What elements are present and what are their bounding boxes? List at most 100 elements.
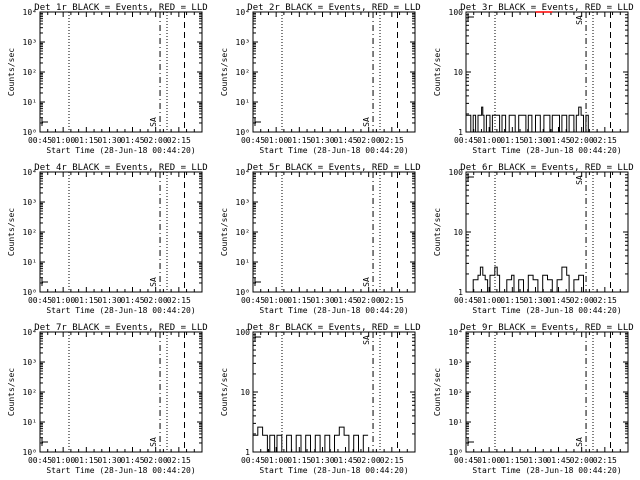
x-tick-label: 01:00 [264, 296, 288, 305]
x-tick-label: 01:30 [97, 456, 121, 465]
x-tick-label: 01:00 [477, 136, 501, 145]
y-tick-label: 10² [23, 68, 37, 77]
y-tick-label: 1 [245, 448, 250, 457]
y-tick-label: 10¹ [23, 258, 37, 267]
y-tick-label: 1 [458, 128, 463, 137]
x-tick-label: 01:45 [333, 456, 357, 465]
x-axis-label: Start Time (28-Jun-18 00:44:20) [472, 306, 621, 315]
panel-det-6: Det 6r BLACK = Events, RED = LLD 1 10 100 Co… [433, 163, 634, 315]
y-tick-label: 10⁴ [23, 8, 37, 17]
x-tick-label: 00:45 [28, 136, 52, 145]
saa-marker-label: SA [575, 175, 584, 185]
saa-marker-label: SA [575, 437, 584, 447]
x-tick-label: 01:00 [477, 456, 501, 465]
x-tick-label: 01:45 [120, 296, 144, 305]
saa-marker-label: SA [149, 117, 158, 127]
y-axis-label: Counts/sec [220, 368, 229, 416]
y-tick-label: 10 [240, 388, 250, 397]
x-tick-label: 01:30 [97, 296, 121, 305]
y-tick-label: 10⁰ [23, 288, 37, 297]
x-tick-label: 02:15 [593, 136, 617, 145]
y-tick-label: 10³ [236, 38, 250, 47]
saa-marker-label: SA [362, 117, 371, 127]
y-tick-label: 10⁰ [23, 448, 37, 457]
panel-title: Det 8r BLACK = Events, RED = LLD [247, 323, 420, 333]
data-series-0 [253, 426, 369, 453]
y-axis-label: Counts/sec [433, 368, 442, 416]
y-tick-label: 10⁴ [236, 8, 250, 17]
y-tick-label: 10 [453, 68, 463, 77]
x-tick-label: 01:15 [500, 296, 524, 305]
x-tick-label: 02:00 [357, 296, 381, 305]
x-tick-label: 01:00 [51, 456, 75, 465]
x-tick-label: 01:15 [74, 296, 98, 305]
y-tick-label: 10⁴ [23, 168, 37, 177]
plot-frame [39, 171, 203, 293]
y-tick-label: 10¹ [23, 98, 37, 107]
x-tick-label: 02:00 [570, 456, 594, 465]
x-tick-label: 02:15 [380, 136, 404, 145]
x-tick-label: 01:45 [546, 456, 570, 465]
x-tick-label: 02:15 [167, 296, 191, 305]
x-tick-label: 00:45 [454, 456, 478, 465]
y-tick-label: 10² [236, 68, 250, 77]
saa-marker-label: SA [362, 335, 371, 345]
y-tick-label: 10 [453, 228, 463, 237]
panel-det-5: Det 5r BLACK = Events, RED = LLD 10⁰ 10¹ 10… [220, 163, 421, 315]
x-tick-label: 01:30 [523, 296, 547, 305]
x-tick-label: 01:30 [310, 296, 334, 305]
panel-det-9: Det 9r BLACK = Events, RED = LLD 10⁰ 10¹ 10… [433, 323, 634, 475]
x-tick-label: 00:45 [241, 296, 265, 305]
saa-marker-label: SA [575, 15, 584, 25]
y-tick-label: 10² [23, 228, 37, 237]
y-tick-label: 100 [449, 8, 464, 17]
x-tick-label: 01:00 [264, 136, 288, 145]
y-tick-label: 10³ [23, 358, 37, 367]
plot-frame [252, 11, 416, 133]
x-tick-label: 00:45 [454, 136, 478, 145]
x-tick-label: 01:15 [287, 296, 311, 305]
saa-marker-label: SA [149, 277, 158, 287]
y-tick-label: 10¹ [449, 418, 463, 427]
x-tick-label: 02:00 [144, 296, 168, 305]
x-tick-label: 01:00 [477, 296, 501, 305]
panel-title: Det 2r BLACK = Events, RED = LLD [247, 3, 420, 13]
y-tick-label: 10³ [236, 198, 250, 207]
x-tick-label: 00:45 [241, 136, 265, 145]
x-tick-label: 02:15 [380, 296, 404, 305]
y-axis-label: Counts/sec [7, 208, 16, 256]
x-tick-label: 02:00 [357, 456, 381, 465]
y-axis-label: Counts/sec [220, 208, 229, 256]
x-tick-label: 02:15 [380, 456, 404, 465]
x-axis-label: Start Time (28-Jun-18 00:44:20) [259, 306, 408, 315]
panel-det-8: Det 8r BLACK = Events, RED = LLD 1 10 100 Co… [220, 323, 421, 475]
x-tick-label: 00:45 [454, 296, 478, 305]
y-tick-label: 10¹ [23, 418, 37, 427]
y-tick-label: 10⁴ [236, 168, 250, 177]
x-tick-label: 01:45 [120, 456, 144, 465]
y-tick-label: 10³ [449, 358, 463, 367]
panel-title: Det 6r BLACK = Events, RED = LLD [460, 163, 633, 173]
x-tick-label: 01:30 [97, 136, 121, 145]
x-tick-label: 01:45 [120, 136, 144, 145]
x-tick-label: 01:15 [287, 136, 311, 145]
x-tick-label: 01:00 [51, 136, 75, 145]
x-tick-label: 01:45 [546, 296, 570, 305]
y-tick-label: 10³ [23, 38, 37, 47]
x-tick-label: 02:00 [144, 136, 168, 145]
y-tick-label: 10⁴ [23, 328, 37, 337]
x-tick-label: 01:15 [74, 136, 98, 145]
plot-frame [252, 171, 416, 293]
y-tick-label: 10⁰ [236, 288, 250, 297]
plot-frame [252, 331, 416, 453]
x-tick-label: 01:00 [51, 296, 75, 305]
panel-title: Det 7r BLACK = Events, RED = LLD [34, 323, 207, 333]
x-axis-label: Start Time (28-Jun-18 00:44:20) [46, 466, 195, 475]
y-axis-label: Counts/sec [433, 208, 442, 256]
plot-frame [465, 171, 629, 293]
x-tick-label: 02:15 [593, 296, 617, 305]
y-tick-label: 10⁰ [236, 128, 250, 137]
y-axis-label: Counts/sec [433, 48, 442, 96]
x-tick-label: 02:00 [357, 136, 381, 145]
x-tick-label: 01:45 [333, 296, 357, 305]
